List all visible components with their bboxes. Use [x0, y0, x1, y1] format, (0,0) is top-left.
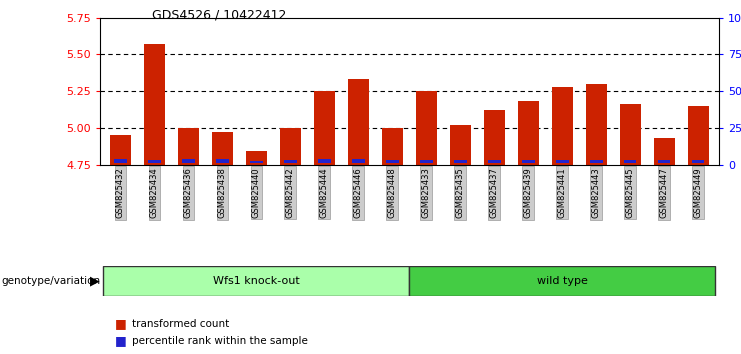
Bar	[319, 159, 330, 164]
Bar	[451, 125, 471, 165]
Bar	[518, 102, 539, 165]
Bar	[285, 160, 296, 164]
Bar	[110, 135, 130, 165]
Bar	[620, 104, 640, 165]
Bar	[114, 159, 127, 164]
Bar	[488, 160, 500, 164]
Bar	[382, 128, 402, 165]
Bar	[624, 160, 637, 164]
Bar	[654, 138, 674, 165]
Bar	[454, 160, 467, 164]
Text: transformed count: transformed count	[132, 319, 229, 329]
Bar	[409, 266, 715, 296]
Bar	[352, 159, 365, 164]
Bar	[386, 160, 399, 164]
Bar	[484, 110, 505, 165]
Text: ■: ■	[115, 334, 127, 347]
Bar	[522, 160, 534, 164]
Text: ▶: ▶	[90, 274, 100, 287]
Text: Wfs1 knock-out: Wfs1 knock-out	[213, 275, 300, 286]
Text: genotype/variation: genotype/variation	[1, 275, 101, 286]
Bar	[688, 106, 708, 165]
Bar	[148, 160, 161, 164]
Bar	[591, 160, 602, 164]
Text: wild type: wild type	[537, 275, 588, 286]
Bar	[104, 266, 409, 296]
Bar	[314, 91, 335, 165]
Bar	[348, 79, 368, 165]
Bar	[250, 161, 262, 164]
Bar	[556, 160, 568, 164]
Bar	[416, 91, 436, 165]
Bar	[212, 132, 233, 165]
Bar	[280, 128, 301, 165]
Bar	[182, 159, 195, 164]
Bar	[179, 128, 199, 165]
Bar	[692, 160, 705, 164]
Bar	[216, 159, 228, 164]
Bar	[246, 152, 267, 165]
Bar	[552, 87, 573, 165]
Text: GDS4526 / 10422412: GDS4526 / 10422412	[152, 9, 286, 22]
Bar	[420, 160, 433, 164]
Bar	[144, 44, 165, 165]
Bar	[586, 84, 607, 165]
Bar	[658, 160, 671, 164]
Text: ■: ■	[115, 318, 127, 330]
Text: percentile rank within the sample: percentile rank within the sample	[132, 336, 308, 346]
